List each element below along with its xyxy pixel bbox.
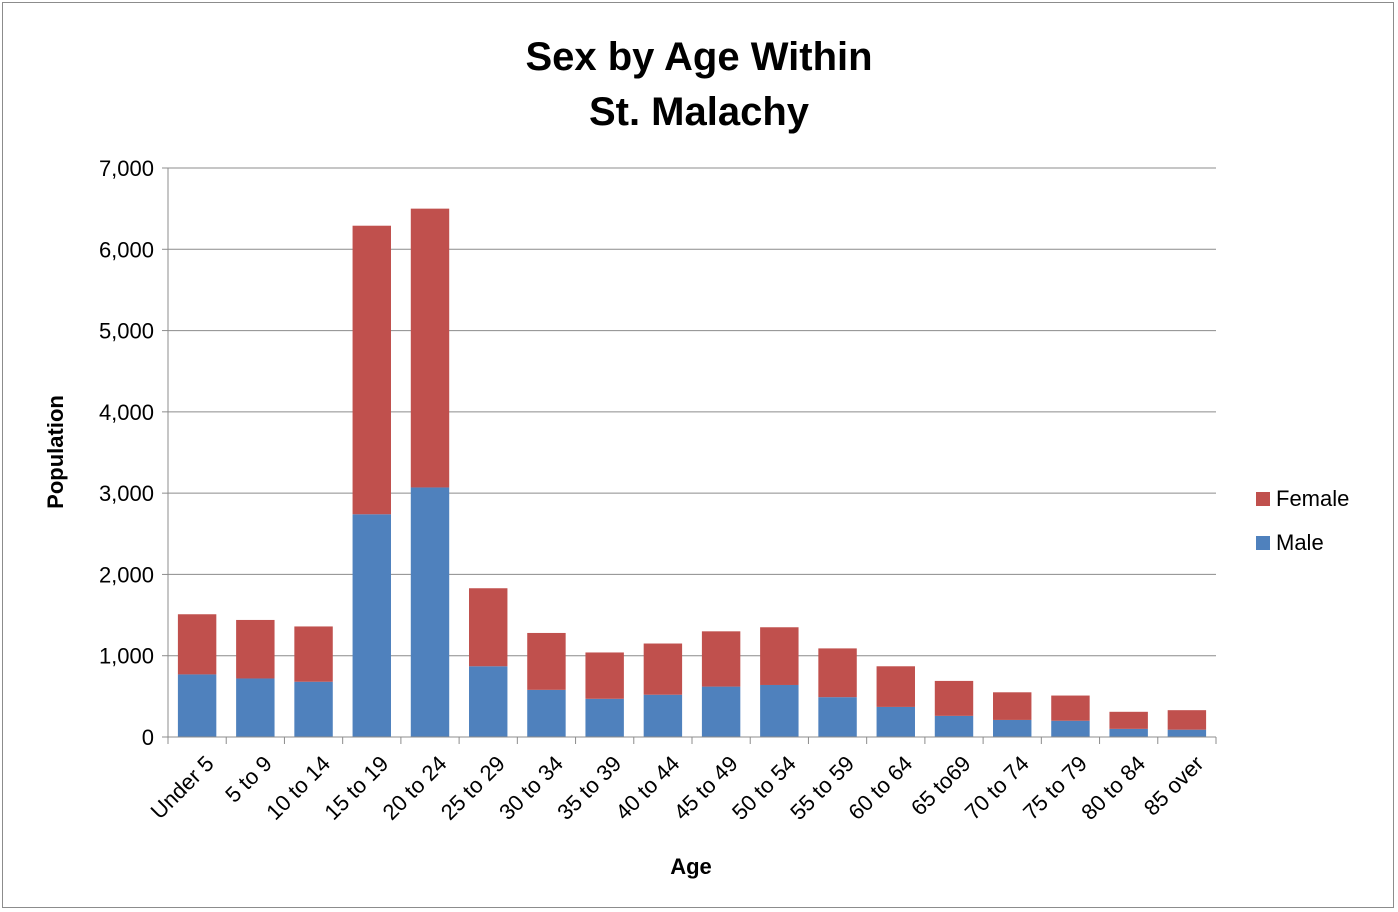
bar-male-15 — [993, 719, 1032, 737]
x-tick-label: 10 to 14 — [261, 751, 335, 825]
bar-male-18 — [1167, 729, 1207, 737]
x-tick-label: Under 5 — [146, 751, 219, 824]
chart-title-line-1: Sex by Age Within — [525, 35, 872, 79]
bar-male-7 — [527, 689, 566, 737]
x-tick-label: 85 over — [1139, 751, 1209, 821]
bar-female-5 — [410, 208, 450, 488]
bar-male-10 — [701, 686, 741, 737]
bar-female-17 — [1109, 711, 1148, 729]
bar-female-1 — [177, 614, 217, 675]
bar-female-7 — [527, 632, 566, 690]
x-tick-label: 55 to 59 — [785, 751, 859, 825]
bar-female-8 — [585, 652, 624, 699]
x-tick-label: 75 to 79 — [1018, 751, 1092, 825]
bar-female-6 — [469, 588, 508, 667]
legend-label-female: Female — [1276, 486, 1349, 511]
bar-male-5 — [410, 487, 450, 737]
bar-male-11 — [760, 684, 799, 737]
y-tick-label: 7,000 — [99, 156, 154, 181]
y-tick-label: 0 — [142, 725, 154, 750]
bar-male-1 — [177, 674, 217, 737]
y-tick-label: 2,000 — [99, 562, 154, 587]
gridlines — [168, 167, 1216, 657]
bar-female-12 — [818, 648, 857, 698]
bars — [177, 208, 1207, 737]
bar-male-16 — [1051, 720, 1090, 737]
bar-male-3 — [294, 681, 333, 737]
y-tick-label: 4,000 — [99, 400, 154, 425]
x-tick-label: 35 to 39 — [552, 751, 626, 825]
bar-female-11 — [760, 627, 799, 685]
bar-male-2 — [236, 678, 275, 737]
bar-female-9 — [643, 643, 683, 695]
bar-female-14 — [934, 680, 974, 716]
bar-female-16 — [1051, 695, 1090, 721]
x-tick-label: 40 to 44 — [611, 751, 685, 825]
bar-male-8 — [585, 698, 624, 737]
y-tick-label: 5,000 — [99, 319, 154, 344]
x-tick-label: 30 to 34 — [494, 751, 568, 825]
x-tick-label: 70 to 74 — [960, 751, 1034, 825]
y-tick-label: 6,000 — [99, 237, 154, 262]
y-tick-label: 3,000 — [99, 481, 154, 506]
x-tick-label: 60 to 64 — [843, 751, 917, 825]
y-axis-ticks: 0 1,000 2,000 3,000 4,000 5,000 6,000 7,000 — [99, 156, 168, 750]
x-tick-label: 25 to 29 — [436, 751, 510, 825]
bar-female-4 — [352, 225, 391, 515]
bar-female-15 — [993, 692, 1032, 720]
legend: Female Male — [1256, 486, 1349, 555]
bar-female-18 — [1167, 710, 1207, 730]
y-tick-label: 1,000 — [99, 644, 154, 669]
bar-female-3 — [294, 626, 333, 682]
x-tick-label: 15 to 19 — [319, 751, 393, 825]
bar-male-17 — [1109, 728, 1148, 737]
legend-swatch-female — [1256, 492, 1270, 506]
x-axis-title: Age — [670, 854, 712, 879]
bar-male-12 — [818, 697, 857, 737]
chart-title-line-2: St. Malachy — [589, 90, 810, 134]
x-tick-label: 45 to 49 — [669, 751, 743, 825]
bar-male-6 — [469, 666, 508, 737]
x-tick-label: 50 to 54 — [727, 751, 801, 825]
bar-male-14 — [934, 715, 974, 737]
bar-female-10 — [701, 631, 741, 687]
x-tick-label: 80 to 84 — [1076, 751, 1150, 825]
legend-swatch-male — [1256, 536, 1270, 550]
bar-female-2 — [236, 619, 275, 679]
bar-female-13 — [876, 666, 915, 707]
x-tick-label: 20 to 24 — [378, 751, 452, 825]
y-axis-title: Population — [43, 395, 68, 509]
legend-label-male: Male — [1276, 530, 1324, 555]
bar-male-9 — [643, 694, 683, 737]
bar-male-13 — [876, 706, 915, 737]
bar-male-4 — [352, 514, 391, 737]
